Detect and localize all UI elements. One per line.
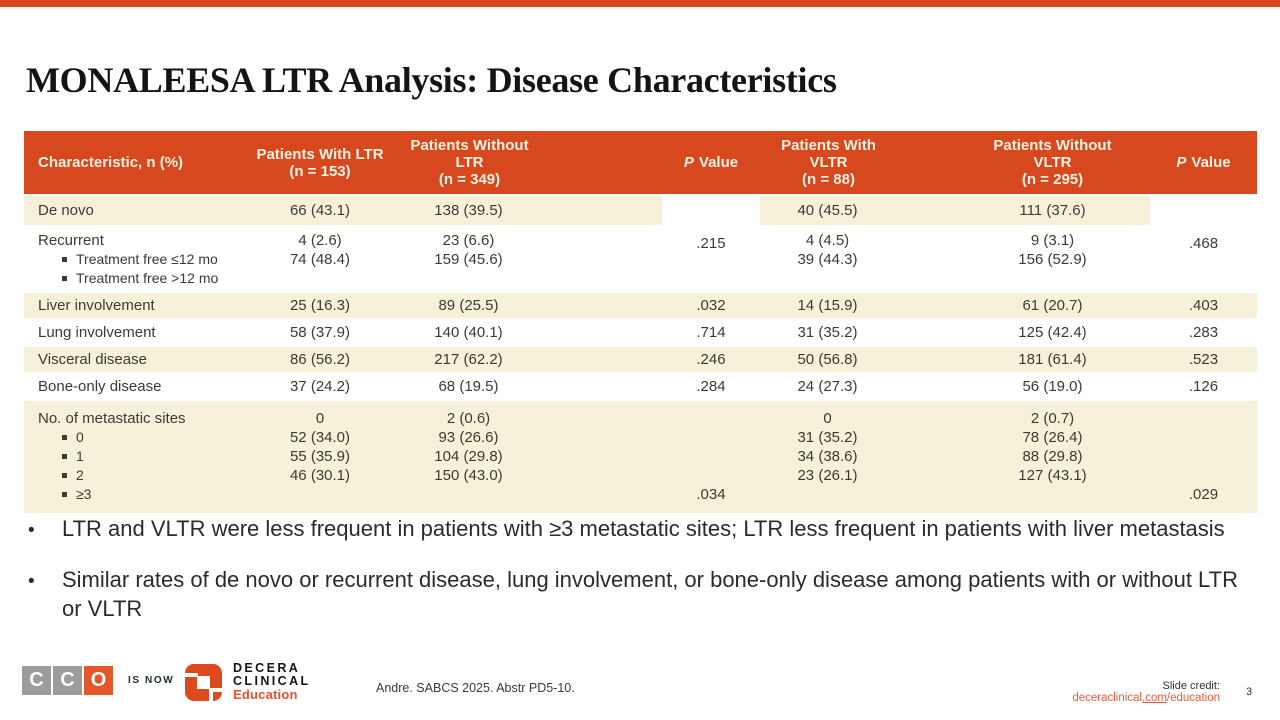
cell-lung-p2: .283 xyxy=(1150,319,1257,347)
cell-visceral-p1: .246 xyxy=(662,346,760,374)
cell-liver-ltr: 25 (16.3) xyxy=(247,292,393,320)
citation-text: Andre. SABCS 2025. Abstr PD5-10. xyxy=(376,681,575,695)
bullet-marker xyxy=(28,514,62,545)
cell-met-p1: .034 xyxy=(662,400,760,515)
decera-logo: DECERA CLINICAL Education xyxy=(185,662,311,702)
row-label-de-novo: De novo xyxy=(24,195,247,227)
row-label-liver: Liver involvement xyxy=(24,292,247,320)
decera-logo-icon xyxy=(185,663,222,701)
cell-bone-no-vltr: 56 (19.0) xyxy=(955,373,1150,401)
table-row-liver: Liver involvement 25 (16.3) 89 (25.5) .0… xyxy=(24,292,1257,320)
cell-denovo-recurrent-p1: .215 xyxy=(662,195,760,293)
square-bullet-icon xyxy=(62,492,67,497)
table-row-bone-only: Bone-only disease 37 (24.2) 68 (19.5) .2… xyxy=(24,373,1257,401)
slide-credit-label: Slide credit: xyxy=(1162,680,1220,692)
cell-bone-vltr: 24 (27.3) xyxy=(760,373,955,401)
key-findings-bullets: LTR and VLTR were less frequent in patie… xyxy=(28,514,1260,643)
bullet-marker xyxy=(28,565,62,623)
cell-visceral-ltr: 86 (56.2) xyxy=(247,346,393,374)
col-header-with-vltr: Patients With VLTR (n = 88) xyxy=(760,131,955,196)
slide-credit: Slide credit: deceraclinical.com/educati… xyxy=(1072,680,1220,704)
cell-recurrent-no-ltr: 23 (6.6) 159 (45.6) xyxy=(393,226,662,293)
cco-logo-letter: C xyxy=(22,666,51,695)
cell-met-no-ltr: 2 (0.6) 93 (26.6) 104 (29.8) 150 (43.0) xyxy=(393,400,662,515)
cell-de-novo-vltr: 40 (45.5) xyxy=(760,195,955,227)
slide-credit-link[interactable]: deceraclinical.com/education xyxy=(1072,692,1220,704)
cell-lung-ltr: 58 (37.9) xyxy=(247,319,393,347)
sub-item: ≥3 xyxy=(38,485,245,504)
table-row-visceral: Visceral disease 86 (56.2) 217 (62.2) .2… xyxy=(24,346,1257,374)
cco-logo: C C O xyxy=(22,666,113,695)
cell-bone-no-ltr: 68 (19.5) xyxy=(393,373,662,401)
table-row-recurrent: Recurrent Treatment free ≤12 mo Treatmen… xyxy=(24,226,1257,293)
cell-recurrent-ltr: 4 (2.6) 74 (48.4) xyxy=(247,226,393,293)
col-header-p-value-1: P Value xyxy=(662,131,760,196)
square-bullet-icon xyxy=(62,435,67,440)
sub-item: Treatment free ≤12 mo xyxy=(38,250,245,269)
cell-bone-ltr: 37 (24.2) xyxy=(247,373,393,401)
cell-liver-no-vltr: 61 (20.7) xyxy=(955,292,1150,320)
col-header-without-ltr: Patients Without LTR (n = 349) xyxy=(393,131,662,196)
bullet-item-1: LTR and VLTR were less frequent in patie… xyxy=(28,514,1260,545)
cell-liver-vltr: 14 (15.9) xyxy=(760,292,955,320)
cell-de-novo-no-ltr: 138 (39.5) xyxy=(393,195,662,227)
cell-bone-p1: .284 xyxy=(662,373,760,401)
cell-visceral-no-ltr: 217 (62.2) xyxy=(393,346,662,374)
table-header-row: Characteristic, n (%) Patients With LTR … xyxy=(24,131,1257,196)
sub-item: 0 xyxy=(38,428,245,447)
cell-visceral-p2: .523 xyxy=(1150,346,1257,374)
page-title: MONALEESA LTR Analysis: Disease Characte… xyxy=(26,60,837,100)
row-label-bone-only: Bone-only disease xyxy=(24,373,247,401)
cell-visceral-no-vltr: 181 (61.4) xyxy=(955,346,1150,374)
cell-lung-no-vltr: 125 (42.4) xyxy=(955,319,1150,347)
col-header-characteristic: Characteristic, n (%) xyxy=(24,131,247,196)
cco-logo-letter: C xyxy=(53,666,82,695)
table-row-metastatic-sites: No. of metastatic sites 0 1 2 ≥3 0 52 (3… xyxy=(24,400,1257,515)
row-label-visceral: Visceral disease xyxy=(24,346,247,374)
sub-item: Treatment free >12 mo xyxy=(38,269,245,288)
sub-item: 1 xyxy=(38,447,245,466)
table-row-de-novo: De novo 66 (43.1) 138 (39.5) .215 40 (45… xyxy=(24,195,1257,293)
cell-visceral-vltr: 50 (56.8) xyxy=(760,346,955,374)
cell-met-vltr: 0 31 (35.2) 34 (38.6) 23 (26.1) xyxy=(760,400,955,515)
row-label-metastatic-sites: No. of metastatic sites 0 1 2 ≥3 xyxy=(24,400,247,515)
page-number: 3 xyxy=(1246,686,1253,698)
cell-lung-no-ltr: 140 (40.1) xyxy=(393,319,662,347)
p-italic: P xyxy=(1176,154,1187,171)
cell-de-novo-ltr: 66 (43.1) xyxy=(247,195,393,227)
row-label-lung: Lung involvement xyxy=(24,319,247,347)
cell-met-p2: .029 xyxy=(1150,400,1257,515)
cell-de-novo-no-vltr: 111 (37.6) xyxy=(955,195,1150,227)
square-bullet-icon xyxy=(62,276,67,281)
row-label-recurrent: Recurrent Treatment free ≤12 mo Treatmen… xyxy=(24,226,247,293)
square-bullet-icon xyxy=(62,257,67,262)
decera-logo-text: DECERA CLINICAL Education xyxy=(233,661,311,702)
col-header-without-vltr: Patients Without VLTR (n = 295) xyxy=(955,131,1150,196)
square-bullet-icon xyxy=(62,473,67,478)
cell-bone-p2: .126 xyxy=(1150,373,1257,401)
cell-lung-vltr: 31 (35.2) xyxy=(760,319,955,347)
cell-liver-no-ltr: 89 (25.5) xyxy=(393,292,662,320)
p-italic: P xyxy=(683,154,694,171)
cell-lung-p1: .714 xyxy=(662,319,760,347)
square-bullet-icon xyxy=(62,454,67,459)
cell-recurrent-no-vltr: 9 (3.1) 156 (52.9) xyxy=(955,226,1150,293)
cell-denovo-recurrent-p2: .468 xyxy=(1150,195,1257,293)
cell-recurrent-vltr: 4 (4.5) 39 (44.3) xyxy=(760,226,955,293)
disease-characteristics-table: Characteristic, n (%) Patients With LTR … xyxy=(24,131,1257,515)
sub-item: 2 xyxy=(38,466,245,485)
cell-met-no-vltr: 2 (0.7) 78 (26.4) 88 (29.8) 127 (43.1) xyxy=(955,400,1150,515)
cell-liver-p1: .032 xyxy=(662,292,760,320)
col-header-p-value-2: P Value xyxy=(1150,131,1257,196)
cco-logo-letter: O xyxy=(84,666,113,695)
top-accent-bar xyxy=(0,0,1280,7)
bullet-item-2: Similar rates of de novo or recurrent di… xyxy=(28,565,1260,623)
is-now-label: IS NOW xyxy=(128,675,175,686)
cell-met-ltr: 0 52 (34.0) 55 (35.9) 46 (30.1) xyxy=(247,400,393,515)
col-header-with-ltr: Patients With LTR (n = 153) xyxy=(247,131,393,196)
table-row-lung: Lung involvement 58 (37.9) 140 (40.1) .7… xyxy=(24,319,1257,347)
cell-liver-p2: .403 xyxy=(1150,292,1257,320)
